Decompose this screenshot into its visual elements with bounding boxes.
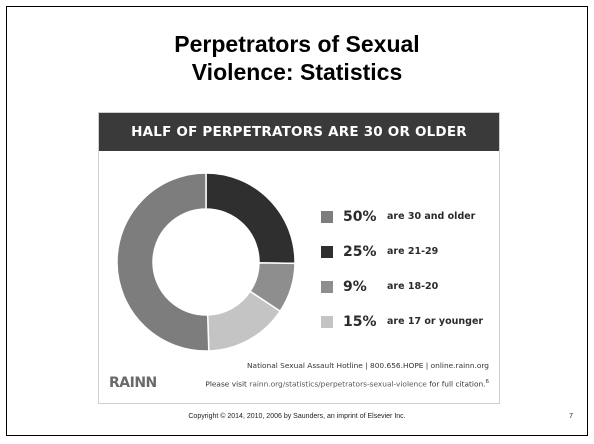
- legend-swatch: [321, 280, 333, 293]
- slide-title-line-2: Violence: Statistics: [191, 59, 403, 85]
- donut-slice-50pct: [116, 172, 210, 352]
- legend-item: 25% are 21-29: [321, 238, 496, 265]
- legend-description: are 21-29: [387, 246, 439, 257]
- donut-slice-25pct: [205, 172, 296, 265]
- legend-description: are 18-20: [387, 281, 439, 292]
- infographic: HALF OF PERPETRATORS ARE 30 OR OLDER 50%…: [98, 112, 500, 404]
- hotline-text: National Sexual Assault Hotline | 800.65…: [247, 361, 489, 370]
- copyright-notice: Copyright © 2014, 2010, 2006 by Saunders…: [188, 413, 406, 420]
- legend-description: are 17 or younger: [387, 316, 484, 327]
- slide-frame: [6, 6, 588, 436]
- legend-percent: 50%: [343, 208, 377, 225]
- legend-swatch: [321, 245, 333, 258]
- citation-prefix: Please visit: [205, 379, 250, 389]
- chart-title: HALF OF PERPETRATORS ARE 30 OR OLDER: [99, 113, 499, 151]
- donut-chart: [116, 172, 296, 352]
- legend-swatch: [321, 315, 333, 328]
- legend-percent: 25%: [343, 243, 377, 260]
- citation-link[interactable]: rainn.org/statistics/perpetrators-sexual…: [249, 379, 427, 389]
- legend-item: 15% are 17 or younger: [321, 308, 496, 335]
- legend-description: are 30 and older: [387, 211, 476, 222]
- legend-percent: 15%: [343, 313, 377, 330]
- rainn-logo: RAINN: [109, 375, 157, 391]
- slide-title: Perpetrators of Sexual Violence: Statist…: [0, 30, 594, 86]
- legend-percent: 9%: [343, 278, 367, 295]
- legend-item: 50% are 30 and older: [321, 203, 496, 230]
- page-number: 7: [569, 413, 573, 420]
- slide-title-line-1: Perpetrators of Sexual: [174, 31, 420, 57]
- legend-swatch: [321, 210, 333, 223]
- citation-text: Please visit rainn.org/statistics/perpet…: [205, 379, 489, 388]
- citation-suffix: for full citation.: [426, 379, 486, 389]
- chart-legend: 50% are 30 and older 25% are 21-29 9% are 18-…: [321, 203, 496, 343]
- legend-item: 9% are 18-20: [321, 273, 496, 300]
- citation-mark: 6: [485, 379, 490, 385]
